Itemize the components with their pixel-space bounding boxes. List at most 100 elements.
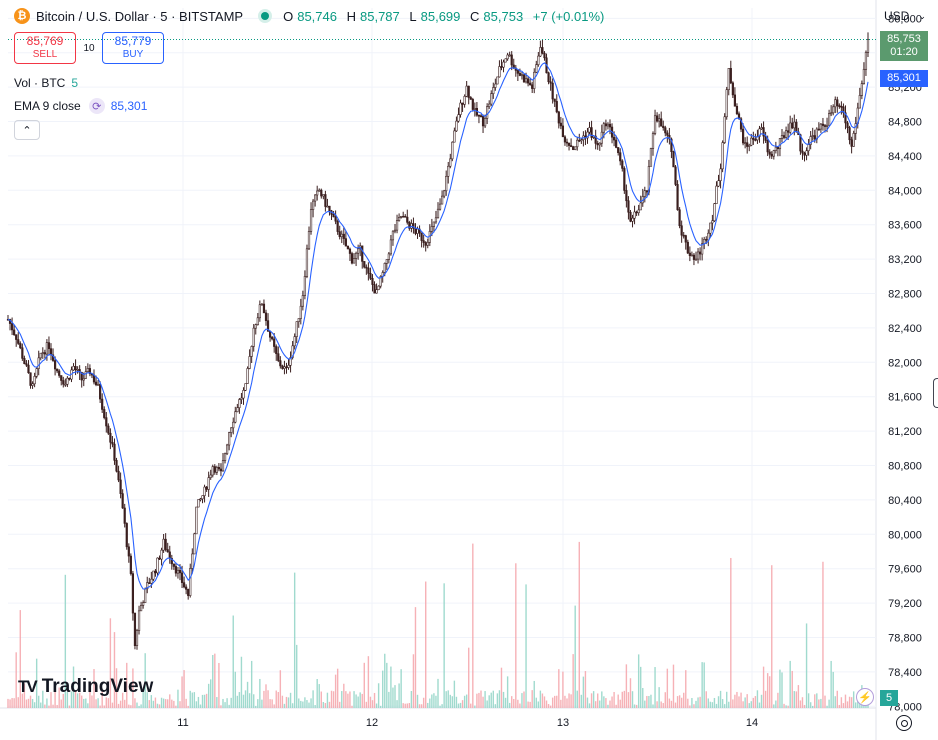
candle-body bbox=[688, 252, 691, 256]
price-axis-pane[interactable] bbox=[877, 0, 938, 740]
flash-icon[interactable]: ⚡ bbox=[856, 688, 874, 706]
candle-body bbox=[199, 498, 202, 501]
volume-bar bbox=[517, 699, 519, 708]
volume-bar bbox=[162, 698, 165, 708]
candle-body bbox=[588, 127, 591, 133]
candle-body bbox=[260, 303, 264, 306]
volume-bar bbox=[124, 699, 126, 708]
candle-body bbox=[420, 232, 423, 241]
candle-body bbox=[698, 251, 702, 255]
candle-body bbox=[520, 74, 524, 77]
volume-bar bbox=[210, 679, 212, 708]
candle-body bbox=[273, 338, 276, 347]
volume-bar bbox=[420, 704, 423, 708]
volume-bar bbox=[377, 683, 380, 708]
candle-body bbox=[303, 275, 307, 296]
candle-body bbox=[473, 108, 476, 110]
volume-bar bbox=[396, 700, 398, 708]
candle-body bbox=[250, 346, 253, 357]
candle-body bbox=[43, 352, 46, 355]
volume-bar bbox=[427, 702, 429, 708]
volume-bar bbox=[250, 660, 253, 708]
candle-body bbox=[379, 276, 382, 287]
volume-bar bbox=[650, 694, 652, 708]
buy-button[interactable]: 85,779 BUY bbox=[102, 32, 164, 64]
candle-body bbox=[735, 105, 739, 115]
candle-body bbox=[684, 235, 687, 243]
candle-body bbox=[481, 115, 485, 127]
candle-body bbox=[277, 353, 280, 361]
volume-bar bbox=[764, 690, 767, 708]
volume-bar bbox=[564, 695, 566, 708]
candle-body bbox=[461, 102, 464, 105]
tradingview-logo[interactable]: TV TradingView bbox=[18, 676, 153, 698]
volume-bar bbox=[195, 701, 198, 708]
candle-body bbox=[404, 215, 407, 218]
volume-bar bbox=[732, 699, 734, 708]
candle-body bbox=[21, 347, 24, 359]
candle-body bbox=[191, 553, 194, 569]
sell-button[interactable]: 85,769 SELL bbox=[14, 32, 76, 64]
volume-bar bbox=[646, 695, 648, 708]
volume-bar bbox=[693, 704, 695, 708]
volume-bar bbox=[494, 704, 497, 708]
volume-bar bbox=[451, 696, 454, 708]
volume-bar bbox=[33, 702, 36, 708]
volume-bar bbox=[439, 705, 441, 708]
candle-body bbox=[676, 184, 679, 211]
volume-bar bbox=[742, 701, 744, 708]
candle-body bbox=[223, 453, 227, 461]
volume-bar bbox=[89, 690, 91, 708]
volume-bar bbox=[846, 701, 849, 708]
symbol-title[interactable]: Bitcoin / U.S. Dollar · 5 · BITSTAMP bbox=[36, 8, 244, 24]
candle-body bbox=[180, 572, 184, 583]
volume-bar bbox=[83, 698, 85, 708]
candle-body bbox=[617, 147, 620, 154]
volume-bar bbox=[304, 697, 306, 708]
volume-bar bbox=[334, 674, 337, 708]
candle-body bbox=[295, 321, 298, 337]
volume-bar bbox=[269, 699, 271, 708]
volume-bar bbox=[525, 584, 527, 708]
volume-bar bbox=[623, 690, 626, 708]
volume-bar bbox=[621, 691, 623, 708]
currency-selector[interactable]: USD ⌄ bbox=[880, 4, 930, 28]
collapse-legend-button[interactable]: ⌃ bbox=[14, 120, 40, 140]
volume-bar bbox=[523, 691, 525, 708]
candle-body bbox=[508, 54, 511, 57]
price-scale-handle[interactable] bbox=[933, 378, 938, 408]
volume-bar bbox=[644, 700, 646, 708]
volume-bar bbox=[142, 690, 144, 708]
candle-body bbox=[142, 602, 145, 606]
candle-body bbox=[187, 589, 190, 596]
volume-indicator[interactable]: Vol · BTC 5 bbox=[14, 76, 78, 90]
candle-body bbox=[586, 131, 589, 139]
volume-bar bbox=[58, 687, 60, 708]
volume-bar bbox=[807, 693, 810, 708]
candle-body bbox=[805, 150, 808, 156]
candle-body bbox=[426, 242, 429, 246]
volume-bar bbox=[406, 703, 408, 708]
settings-gear-icon[interactable] bbox=[896, 715, 912, 731]
volume-bar bbox=[54, 687, 56, 708]
candle-body bbox=[35, 368, 38, 377]
volume-bar bbox=[373, 692, 376, 708]
candle-body bbox=[10, 323, 14, 331]
volume-bar bbox=[601, 691, 603, 708]
candle-body bbox=[637, 209, 640, 214]
candle-body bbox=[391, 230, 395, 241]
candle-body bbox=[101, 398, 104, 410]
volume-bar bbox=[35, 658, 38, 708]
volume-bar bbox=[353, 691, 355, 708]
volume-bar bbox=[640, 666, 642, 708]
volume-bar bbox=[449, 694, 451, 708]
candle-body bbox=[13, 329, 16, 336]
ema-indicator[interactable]: EMA 9 close ⟳ 85,301 bbox=[14, 98, 147, 114]
candle-body bbox=[744, 142, 747, 144]
candle-body bbox=[281, 365, 284, 369]
candle-body bbox=[146, 582, 149, 590]
volume-bar bbox=[527, 701, 529, 708]
volume-bar bbox=[320, 691, 322, 708]
volume-bar bbox=[818, 699, 820, 708]
